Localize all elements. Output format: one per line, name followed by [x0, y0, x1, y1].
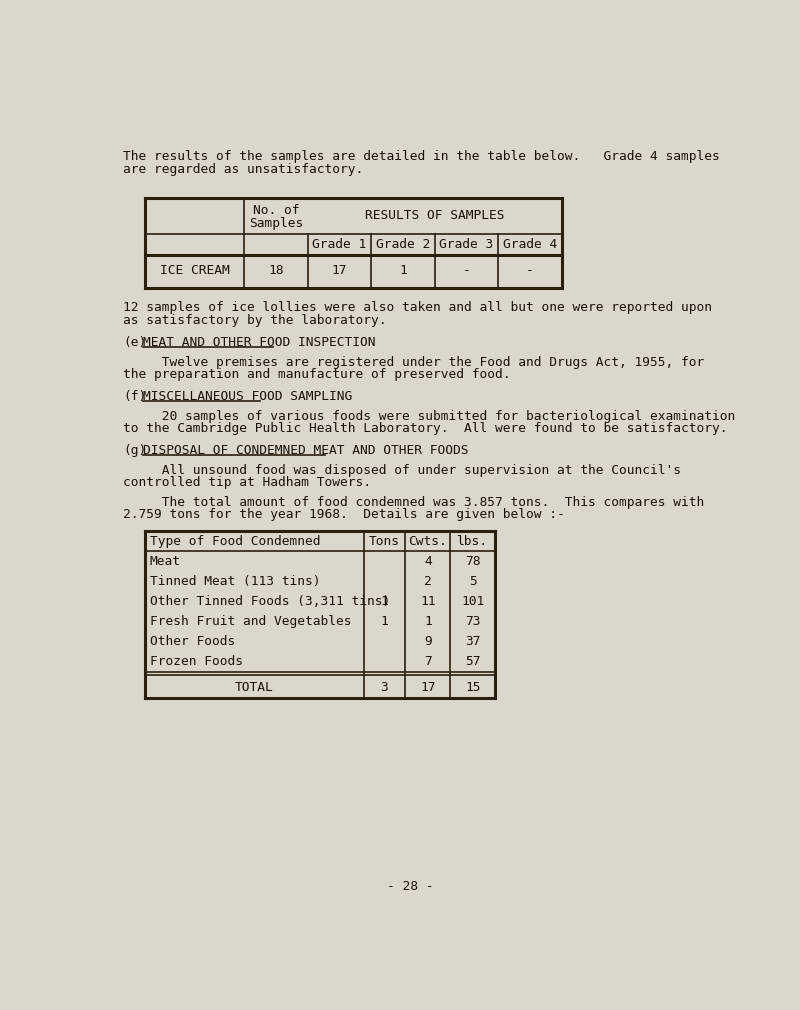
Text: DISPOSAL OF CONDEMNED MEAT AND OTHER FOODS: DISPOSAL OF CONDEMNED MEAT AND OTHER FOO…: [142, 444, 468, 458]
Text: to the Cambridge Public Health Laboratory.  All were found to be satisfactory.: to the Cambridge Public Health Laborator…: [123, 422, 728, 435]
Text: -: -: [526, 265, 534, 278]
Text: 78: 78: [465, 556, 481, 569]
Text: Grade 2: Grade 2: [376, 238, 430, 251]
Text: Samples: Samples: [249, 217, 303, 229]
Text: 11: 11: [420, 595, 435, 608]
Text: 4: 4: [424, 556, 432, 569]
Text: TOTAL: TOTAL: [235, 682, 274, 695]
Text: Other Foods: Other Foods: [150, 635, 235, 648]
Text: 2: 2: [424, 575, 432, 588]
Text: are regarded as unsatisfactory.: are regarded as unsatisfactory.: [123, 163, 363, 176]
Text: (e): (e): [123, 336, 146, 348]
Text: 5: 5: [469, 575, 477, 588]
Text: as satisfactory by the laboratory.: as satisfactory by the laboratory.: [123, 314, 386, 326]
Text: Cwts.: Cwts.: [409, 535, 447, 548]
Text: Tons: Tons: [369, 535, 400, 548]
Text: 57: 57: [465, 655, 481, 669]
Text: Grade 4: Grade 4: [503, 238, 558, 251]
Text: 1: 1: [381, 595, 388, 608]
Text: 73: 73: [465, 615, 481, 628]
Text: - 28 -: - 28 -: [386, 880, 434, 893]
Text: 1: 1: [424, 615, 432, 628]
Text: 9: 9: [424, 635, 432, 648]
Text: 15: 15: [465, 682, 481, 695]
Text: (f): (f): [123, 390, 146, 403]
Text: Other Tinned Foods (3,311 tins): Other Tinned Foods (3,311 tins): [150, 595, 390, 608]
Text: 17: 17: [420, 682, 435, 695]
Text: ICE CREAM: ICE CREAM: [160, 265, 230, 278]
Text: Fresh Fruit and Vegetables: Fresh Fruit and Vegetables: [150, 615, 351, 628]
Text: No. of: No. of: [253, 204, 299, 217]
Text: controlled tip at Hadham Towers.: controlled tip at Hadham Towers.: [123, 477, 371, 489]
Text: -: -: [462, 265, 470, 278]
Text: MEAT AND OTHER FOOD INSPECTION: MEAT AND OTHER FOOD INSPECTION: [142, 336, 375, 348]
Text: 20 samples of various foods were submitted for bacteriological examination: 20 samples of various foods were submitt…: [123, 410, 735, 423]
Text: 12 samples of ice lollies were also taken and all but one were reported upon: 12 samples of ice lollies were also take…: [123, 301, 712, 314]
Text: 2.759 tons for the year 1968.  Details are given below :-: 2.759 tons for the year 1968. Details ar…: [123, 508, 565, 521]
Text: 17: 17: [332, 265, 347, 278]
Text: 18: 18: [268, 265, 284, 278]
Text: The total amount of food condemned was 3.857 tons.  This compares with: The total amount of food condemned was 3…: [123, 496, 705, 509]
Text: Tinned Meat (113 tins): Tinned Meat (113 tins): [150, 575, 320, 588]
Text: Grade 3: Grade 3: [439, 238, 494, 251]
Text: Grade 1: Grade 1: [312, 238, 366, 251]
Text: All unsound food was disposed of under supervision at the Council's: All unsound food was disposed of under s…: [123, 464, 682, 477]
Text: 3: 3: [381, 682, 388, 695]
Text: Meat: Meat: [150, 556, 181, 569]
Text: the preparation and manufacture of preserved food.: the preparation and manufacture of prese…: [123, 368, 510, 381]
Text: 101: 101: [461, 595, 485, 608]
Text: 7: 7: [424, 655, 432, 669]
Text: 37: 37: [465, 635, 481, 648]
Text: MISCELLANEOUS FOOD SAMPLING: MISCELLANEOUS FOOD SAMPLING: [142, 390, 352, 403]
Text: Type of Food Condemned: Type of Food Condemned: [150, 535, 320, 548]
Text: Frozen Foods: Frozen Foods: [150, 655, 242, 669]
Text: lbs.: lbs.: [458, 535, 488, 548]
Text: (g): (g): [123, 444, 146, 458]
Text: Twelve premises are registered under the Food and Drugs Act, 1955, for: Twelve premises are registered under the…: [123, 356, 705, 369]
Text: The results of the samples are detailed in the table below.   Grade 4 samples: The results of the samples are detailed …: [123, 150, 720, 164]
Text: RESULTS OF SAMPLES: RESULTS OF SAMPLES: [365, 209, 505, 222]
Text: 1: 1: [399, 265, 407, 278]
Text: 1: 1: [381, 615, 388, 628]
